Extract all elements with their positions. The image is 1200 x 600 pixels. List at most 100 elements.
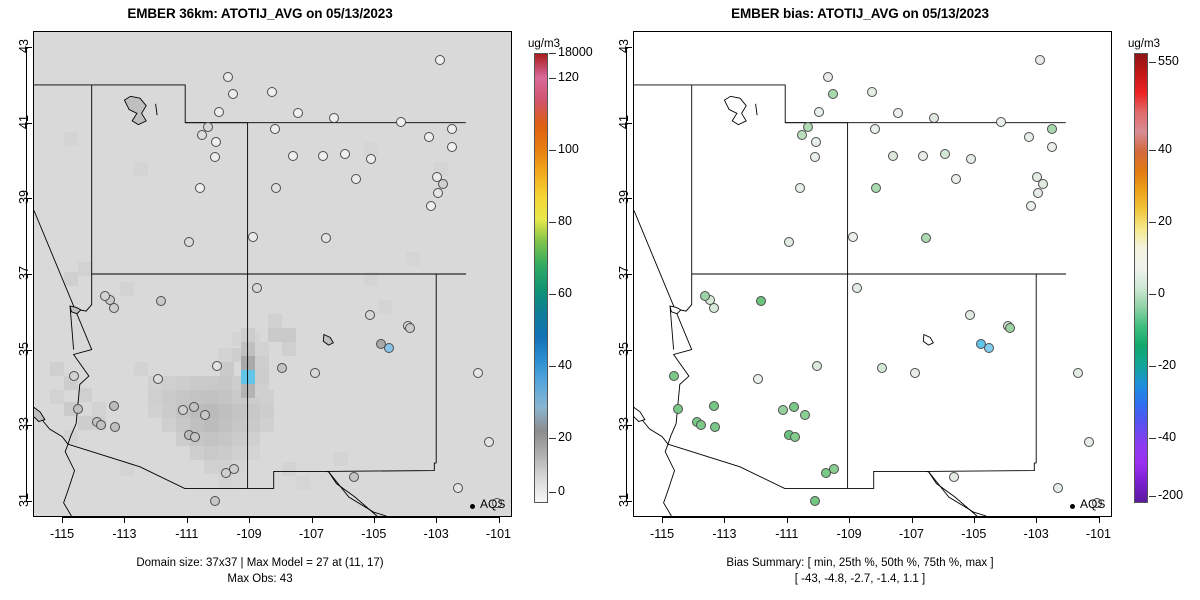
aqs-monitor-point[interactable] xyxy=(247,231,259,243)
aqs-monitor-point[interactable] xyxy=(802,121,814,133)
aqs-monitor-point[interactable] xyxy=(1025,200,1037,212)
aqs-monitor-point[interactable] xyxy=(188,401,200,413)
aqs-monitor-point[interactable] xyxy=(222,71,234,83)
aqs-monitor-point[interactable] xyxy=(350,173,362,185)
aqs-monitor-point[interactable] xyxy=(965,153,977,165)
aqs-monitor-point[interactable] xyxy=(695,419,707,431)
aqs-monitor-point[interactable] xyxy=(251,282,263,294)
aqs-monitor-point[interactable] xyxy=(491,497,503,509)
aqs-monitor-point[interactable] xyxy=(155,295,167,307)
aqs-monitor-point[interactable] xyxy=(446,141,458,153)
aqs-monitor-point[interactable] xyxy=(909,367,921,379)
aqs-monitor-point[interactable] xyxy=(189,431,201,443)
aqs-monitor-point[interactable] xyxy=(210,136,222,148)
aqs-monitor-point[interactable] xyxy=(870,182,882,194)
aqs-monitor-point[interactable] xyxy=(1034,54,1046,66)
aqs-monitor-point[interactable] xyxy=(348,471,360,483)
aqs-monitor-point[interactable] xyxy=(708,302,720,314)
aqs-monitor-point[interactable] xyxy=(699,290,711,302)
aqs-monitor-point[interactable] xyxy=(213,106,225,118)
aqs-monitor-point[interactable] xyxy=(446,123,458,135)
aqs-monitor-point[interactable] xyxy=(95,419,107,431)
aqs-monitor-point[interactable] xyxy=(152,373,164,385)
aqs-monitor-point[interactable] xyxy=(309,367,321,379)
aqs-monitor-point[interactable] xyxy=(364,309,376,321)
aqs-monitor-point[interactable] xyxy=(375,338,387,350)
aqs-monitor-point[interactable] xyxy=(266,86,278,98)
aqs-monitor-point[interactable] xyxy=(809,151,821,163)
aqs-monitor-point[interactable] xyxy=(395,116,407,128)
aqs-monitor-point[interactable] xyxy=(1032,187,1044,199)
aqs-monitor-point[interactable] xyxy=(431,171,443,183)
aqs-monitor-point[interactable] xyxy=(950,173,962,185)
aqs-monitor-point[interactable] xyxy=(404,322,416,334)
aqs-monitor-point[interactable] xyxy=(425,200,437,212)
aqs-monitor-point[interactable] xyxy=(1023,131,1035,143)
aqs-monitor-point[interactable] xyxy=(1072,367,1084,379)
aqs-monitor-point[interactable] xyxy=(317,150,329,162)
aqs-monitor-point[interactable] xyxy=(287,150,299,162)
aqs-monitor-point[interactable] xyxy=(228,463,240,475)
aqs-monitor-point[interactable] xyxy=(99,290,111,302)
aqs-monitor-point[interactable] xyxy=(783,236,795,248)
aqs-monitor-point[interactable] xyxy=(199,409,211,421)
aqs-monitor-point[interactable] xyxy=(1046,123,1058,135)
aqs-monitor-point[interactable] xyxy=(320,232,332,244)
aqs-monitor-point[interactable] xyxy=(809,495,821,507)
aqs-monitor-point[interactable] xyxy=(822,71,834,83)
aqs-monitor-point[interactable] xyxy=(227,88,239,100)
aqs-monitor-point[interactable] xyxy=(847,231,859,243)
aqs-monitor-point[interactable] xyxy=(202,121,214,133)
plot-area-model[interactable] xyxy=(33,31,512,517)
aqs-monitor-point[interactable] xyxy=(939,148,951,160)
aqs-monitor-point[interactable] xyxy=(423,131,435,143)
aqs-monitor-point[interactable] xyxy=(964,309,976,321)
aqs-monitor-point[interactable] xyxy=(796,129,808,141)
aqs-monitor-point[interactable] xyxy=(383,342,395,354)
aqs-monitor-point[interactable] xyxy=(887,150,899,162)
aqs-monitor-point[interactable] xyxy=(183,236,195,248)
aqs-monitor-point[interactable] xyxy=(892,107,904,119)
aqs-monitor-point[interactable] xyxy=(437,178,449,190)
aqs-monitor-point[interactable] xyxy=(777,404,789,416)
aqs-monitor-point[interactable] xyxy=(108,302,120,314)
aqs-monitor-point[interactable] xyxy=(1052,482,1064,494)
aqs-monitor-point[interactable] xyxy=(920,232,932,244)
aqs-monitor-point[interactable] xyxy=(672,403,684,415)
aqs-monitor-point[interactable] xyxy=(1004,322,1016,334)
aqs-monitor-point[interactable] xyxy=(799,409,811,421)
aqs-monitor-point[interactable] xyxy=(1083,436,1095,448)
aqs-monitor-point[interactable] xyxy=(810,136,822,148)
aqs-monitor-point[interactable] xyxy=(876,362,888,374)
aqs-monitor-point[interactable] xyxy=(975,338,987,350)
aqs-monitor-point[interactable] xyxy=(1091,497,1103,509)
aqs-monitor-point[interactable] xyxy=(869,123,881,135)
aqs-monitor-point[interactable] xyxy=(788,401,800,413)
aqs-monitor-point[interactable] xyxy=(292,107,304,119)
aqs-monitor-point[interactable] xyxy=(1037,178,1049,190)
aqs-monitor-point[interactable] xyxy=(209,151,221,163)
aqs-monitor-point[interactable] xyxy=(1046,141,1058,153)
aqs-monitor-point[interactable] xyxy=(276,362,288,374)
aqs-monitor-point[interactable] xyxy=(752,373,764,385)
aqs-monitor-point[interactable] xyxy=(339,148,351,160)
aqs-monitor-point[interactable] xyxy=(211,360,223,372)
aqs-monitor-point[interactable] xyxy=(109,421,121,433)
aqs-monitor-point[interactable] xyxy=(983,342,995,354)
aqs-monitor-point[interactable] xyxy=(194,182,206,194)
aqs-monitor-point[interactable] xyxy=(709,421,721,433)
aqs-monitor-point[interactable] xyxy=(270,182,282,194)
aqs-monitor-point[interactable] xyxy=(827,88,839,100)
aqs-monitor-point[interactable] xyxy=(828,463,840,475)
aqs-monitor-point[interactable] xyxy=(811,360,823,372)
aqs-monitor-point[interactable] xyxy=(794,182,806,194)
aqs-monitor-point[interactable] xyxy=(365,153,377,165)
aqs-monitor-point[interactable] xyxy=(755,295,767,307)
aqs-monitor-point[interactable] xyxy=(851,282,863,294)
aqs-monitor-point[interactable] xyxy=(668,370,680,382)
aqs-monitor-point[interactable] xyxy=(177,404,189,416)
aqs-monitor-point[interactable] xyxy=(472,367,484,379)
aqs-monitor-point[interactable] xyxy=(432,187,444,199)
aqs-monitor-point[interactable] xyxy=(452,482,464,494)
aqs-monitor-point[interactable] xyxy=(995,116,1007,128)
